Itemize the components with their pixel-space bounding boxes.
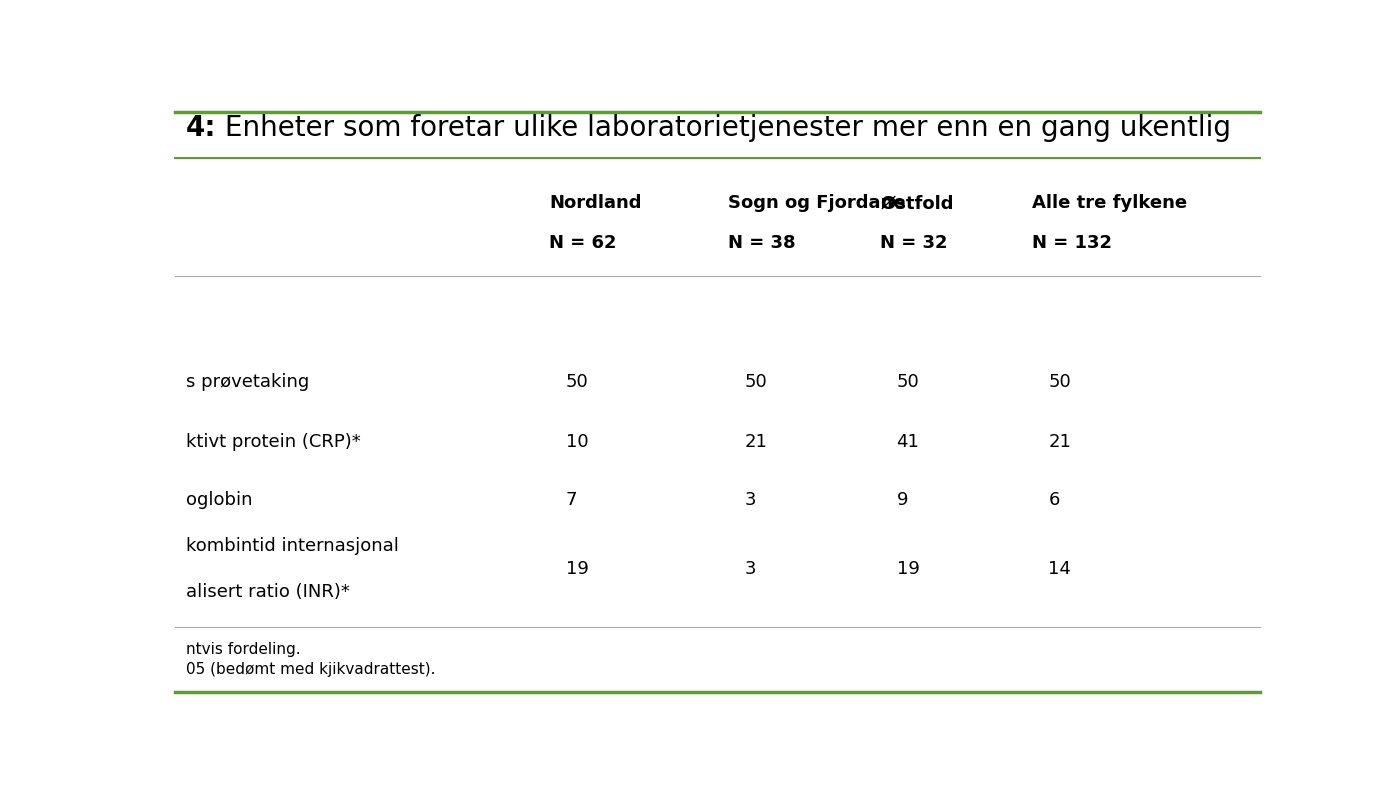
Text: 50: 50 (1049, 373, 1071, 391)
Text: 05 (bedømt med kjikvadrattest).: 05 (bedømt med kjikvadrattest). (186, 662, 435, 677)
Text: 10: 10 (566, 433, 588, 451)
Text: Nordland: Nordland (549, 194, 641, 212)
Text: s prøvetaking: s prøvetaking (186, 373, 309, 391)
Text: N = 132: N = 132 (1032, 233, 1112, 252)
Text: 50: 50 (566, 373, 588, 391)
Text: 4:: 4: (186, 114, 217, 141)
Text: oglobin: oglobin (186, 490, 252, 509)
Text: 3: 3 (745, 490, 756, 509)
Text: 50: 50 (896, 373, 920, 391)
Text: Enheter som foretar ulike laboratorietjenester mer enn en gang ukentlig: Enheter som foretar ulike laboratorietje… (216, 114, 1231, 141)
Text: Østfold: Østfold (881, 194, 953, 212)
Text: 14: 14 (1049, 560, 1071, 578)
Text: 21: 21 (745, 433, 767, 451)
Text: Alle tre fylkene: Alle tre fylkene (1032, 194, 1187, 212)
Text: Sogn og Fjordane: Sogn og Fjordane (728, 194, 906, 212)
Text: N = 38: N = 38 (728, 233, 797, 252)
Text: 19: 19 (896, 560, 920, 578)
Text: 3: 3 (745, 560, 756, 578)
Text: ktivt protein (CRP)*: ktivt protein (CRP)* (186, 433, 361, 451)
Text: 41: 41 (896, 433, 920, 451)
Text: kombintid internasjonal: kombintid internasjonal (186, 538, 399, 556)
Text: ntvis fordeling.: ntvis fordeling. (186, 642, 301, 657)
Text: N = 62: N = 62 (549, 233, 617, 252)
Text: 9: 9 (896, 490, 909, 509)
Text: N = 32: N = 32 (881, 233, 948, 252)
Text: 6: 6 (1049, 490, 1060, 509)
Text: 19: 19 (566, 560, 588, 578)
Text: 7: 7 (566, 490, 577, 509)
Text: alisert ratio (INR)*: alisert ratio (INR)* (186, 583, 350, 601)
Text: 50: 50 (745, 373, 767, 391)
Text: 21: 21 (1049, 433, 1071, 451)
